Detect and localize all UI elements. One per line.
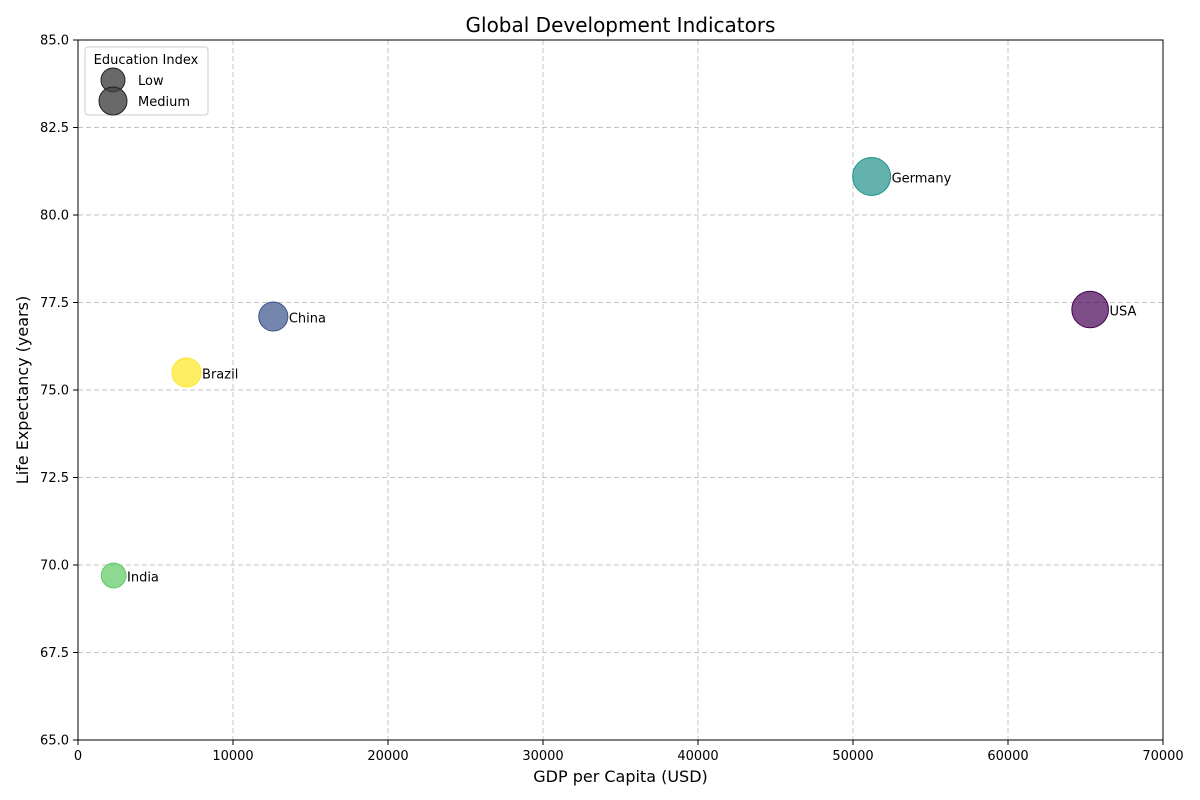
x-tick-label: 10000: [212, 749, 253, 764]
x-tick-label: 60000: [987, 749, 1028, 764]
point-label-germany: Germany: [892, 172, 952, 187]
chart-title: Global Development Indicators: [466, 13, 776, 37]
x-tick-label: 40000: [677, 749, 718, 764]
y-axis-title: Life Expectancy (years): [13, 296, 32, 484]
y-tick-label: 75.0: [40, 384, 69, 399]
data-point-brazil: [171, 357, 202, 388]
y-axis-ticks: 65.0 67.5 70.0 72.5 75.0 77.5 80.0 82.5 85.0: [40, 34, 78, 749]
y-tick-label: 67.5: [40, 646, 69, 661]
y-tick-label: 72.5: [40, 471, 69, 486]
legend-label-medium: Medium: [138, 95, 190, 110]
data-point-usa: [1071, 290, 1109, 329]
point-label-china: China: [289, 312, 326, 327]
point-label-india: India: [127, 571, 159, 586]
data-point-germany: [852, 157, 892, 196]
point-label-usa: USA: [1109, 305, 1136, 320]
x-tick-label: 50000: [832, 749, 873, 764]
y-tick-label: 80.0: [40, 209, 69, 224]
y-tick-label: 65.0: [40, 734, 69, 749]
point-label-brazil: Brazil: [202, 368, 238, 383]
legend-label-low: Low: [138, 74, 164, 89]
y-tick-label: 82.5: [40, 121, 69, 136]
x-tick-label: 20000: [367, 749, 408, 764]
y-tick-label: 77.5: [40, 296, 69, 311]
data-point-china: [258, 301, 289, 332]
x-tick-label: 30000: [522, 749, 563, 764]
legend-title: Education Index: [94, 53, 199, 68]
legend-marker-medium: [98, 86, 128, 116]
x-tick-label: 70000: [1142, 749, 1183, 764]
legend: Education Index Low Medium: [84, 46, 209, 116]
x-axis-ticks: 0 10000 20000 30000 40000 50000 60000 70000: [74, 740, 1184, 764]
data-points: [100, 157, 1109, 589]
y-tick-label: 70.0: [40, 559, 69, 574]
data-point-india: [100, 562, 127, 589]
x-axis-title: GDP per Capita (USD): [533, 767, 708, 786]
point-labels: USA China Germany India Brazil: [127, 172, 1136, 586]
y-tick-label: 85.0: [40, 34, 69, 49]
x-tick-label: 0: [74, 749, 82, 764]
grid-layer: [77, 39, 1164, 741]
